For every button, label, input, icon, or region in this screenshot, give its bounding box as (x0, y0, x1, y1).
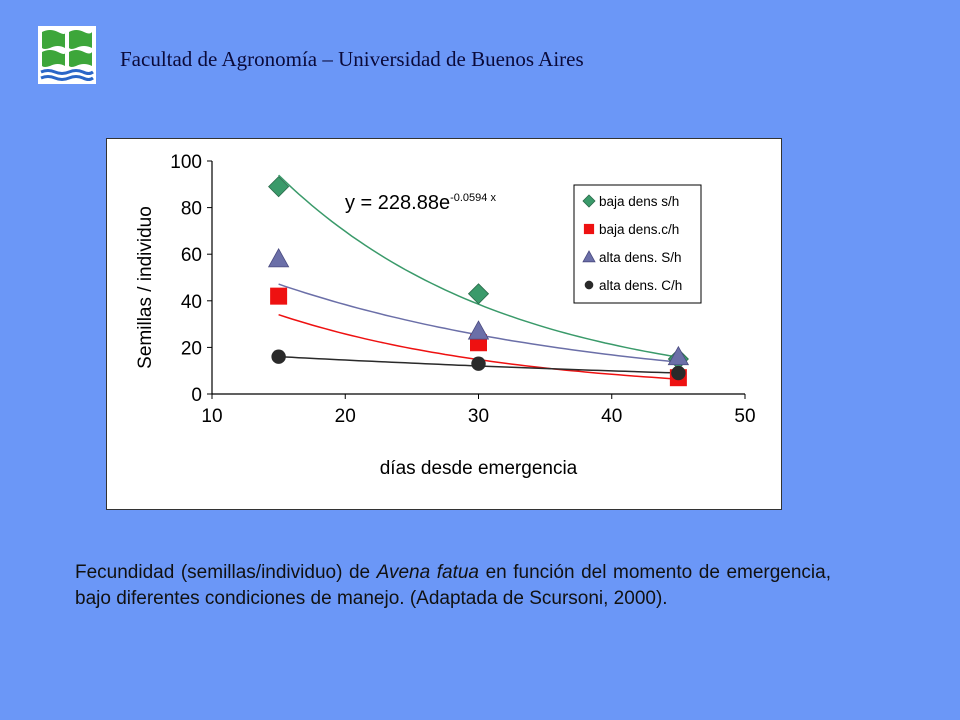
chart-legend: baja dens s/h baja dens.c/h alta dens. S/h… (573, 184, 702, 304)
fecundity-chart: 0 20 40 60 80 100 10 20 30 40 50 y = 228.88e-0.059… (135, 152, 756, 479)
caption-species: Avena fatua (376, 562, 480, 583)
chart-axes: 0 20 40 60 80 100 10 20 30 40 50 (170, 152, 755, 427)
institution-title: Facultad de Agronomía – Universidad de B… (120, 47, 584, 71)
y-tick-label: 20 (181, 338, 202, 359)
data-point (267, 248, 290, 268)
x-tick-label: 10 (201, 406, 222, 427)
data-point (471, 356, 486, 371)
equation-base: y = 228.88e (345, 192, 450, 214)
data-point (271, 349, 286, 364)
legend-label: alta dens. C/h (599, 278, 682, 293)
data-points (267, 176, 690, 387)
legend-marker (582, 194, 596, 208)
x-tick-label: 20 (335, 406, 356, 427)
y-tick-label: 80 (181, 199, 202, 220)
legend-marker (583, 223, 595, 235)
y-tick-label: 100 (170, 152, 202, 173)
y-tick-label: 0 (191, 385, 202, 406)
data-point (667, 345, 690, 366)
data-point (268, 176, 290, 198)
x-tick-label: 40 (601, 406, 622, 427)
legend-marker (582, 250, 596, 263)
figure-caption: Fecundidad (semillas/individuo) de Avena… (75, 560, 831, 612)
y-tick-label: 40 (181, 292, 202, 313)
data-point (467, 283, 490, 305)
chart-container: 0 20 40 60 80 100 10 20 30 40 50 y = 228.88e-0.059… (106, 138, 782, 510)
faculty-logo-icon (38, 26, 96, 84)
y-tick-label: 60 (181, 245, 202, 266)
data-point (270, 287, 288, 305)
x-axis-label: días desde emergencia (380, 458, 578, 479)
equation-exponent: -0.0594 x (450, 192, 496, 204)
data-point (671, 365, 686, 381)
x-tick-label: 50 (734, 406, 755, 427)
slide-header: Facultad de Agronomía – Universidad de B… (0, 0, 960, 110)
equation-label: y = 228.88e-0.0594 x (345, 192, 496, 214)
x-tick-label: 30 (468, 406, 489, 427)
legend-label: alta dens. S/h (599, 250, 682, 265)
legend-box (573, 184, 702, 304)
caption-text-1: Fecundidad (semillas/individuo) de (75, 562, 377, 583)
legend-label: baja dens.c/h (599, 222, 679, 237)
caption-text-2: en función del momento de emergencia, ba… (75, 562, 831, 609)
legend-marker (584, 280, 594, 290)
legend-label: baja dens s/h (599, 194, 679, 209)
data-point (467, 320, 490, 340)
y-axis-label: Semillas / individuo (135, 206, 156, 369)
